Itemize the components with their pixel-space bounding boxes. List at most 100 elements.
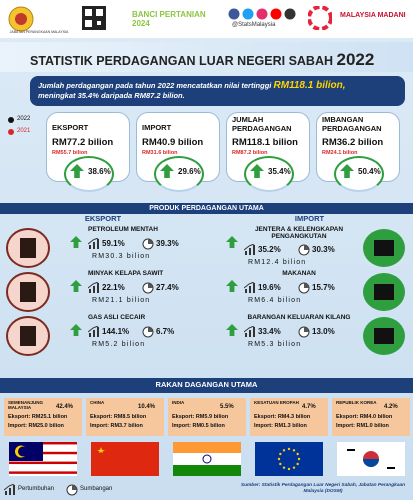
partner-import: Import: RM3.7 bilion: [90, 423, 143, 429]
growth-icon: [244, 326, 255, 337]
share-icon: [298, 244, 310, 256]
partner-name: REPUBLIK KOREA: [336, 400, 377, 405]
partner-card: [250, 398, 328, 436]
sub-export: EKSPORT: [84, 214, 122, 223]
up-arrow: [160, 164, 174, 178]
partner-share: 4.7%: [302, 404, 316, 410]
partner-card: [86, 398, 164, 436]
summary-label: IMBANGAN PERDAGANGAN: [322, 115, 382, 133]
summary-previous: RM24.1 bilion: [322, 150, 358, 156]
summary-growth: 50.4%: [358, 167, 381, 176]
product-name: MINYAK KELAPA SAWIT: [88, 270, 164, 277]
summary-label: EKSPORT: [52, 123, 89, 132]
flag: [91, 442, 159, 476]
product-value: RM30.3 bilion: [92, 253, 151, 260]
share-icon: [66, 484, 78, 496]
partner-share: 4.2%: [384, 404, 398, 410]
legend-label: 2022: [17, 116, 31, 122]
summary-label: IMPORT: [142, 123, 172, 132]
summary-growth: 29.6%: [178, 167, 201, 176]
partner-card: [4, 398, 82, 436]
product-growth: 33.4%: [258, 327, 281, 336]
growth-icon: [88, 326, 99, 337]
product-icon: [363, 229, 405, 267]
flag: [173, 442, 241, 476]
growth-icon: [244, 244, 255, 255]
partner-export: Eksport: RM4.3 bilion: [254, 414, 311, 420]
summary-previous: RM87.2 bilion: [232, 150, 268, 156]
growth-circle: [64, 156, 114, 192]
share-icon: [142, 238, 154, 250]
partner-export: Eksport: RM4.0 bilion: [336, 414, 393, 420]
up-arrow: [250, 164, 264, 178]
product-name: MAKANAN: [282, 270, 316, 277]
partner-share: 10.4%: [138, 404, 156, 410]
title-text: STATISTIK PERDAGANGAN LUAR NEGERI SABAH: [30, 54, 334, 68]
footer-source: Sumber: Statistik Perdagangan Luar Neger…: [240, 483, 406, 494]
legend-dot: [8, 129, 14, 135]
flag: [337, 442, 405, 476]
share-icon: [298, 326, 310, 338]
growth-circle: [334, 156, 384, 192]
partner-card: [168, 398, 246, 436]
product-value: RM5.3 bilion: [248, 341, 302, 348]
section-title: RAKAN DAGANGAN UTAMA: [155, 380, 258, 389]
up-arrow: [226, 280, 238, 292]
growth-icon: [88, 238, 99, 249]
footer-growth: Pertumbuhan: [18, 486, 55, 492]
summary-current: RM36.2 bilion: [322, 137, 384, 148]
partner-import: Import: RM1.0 bilion: [336, 423, 389, 429]
section-title: PRODUK PERDAGANGAN UTAMA: [149, 204, 264, 212]
summary-previous: RM31.6 bilion: [142, 150, 178, 156]
product-icon: [6, 316, 50, 356]
partner-name: INDIA: [172, 400, 185, 405]
legend-dot: [8, 117, 14, 123]
partner-card: [332, 398, 410, 436]
summary-label: JUMLAH PERDAGANGAN: [232, 115, 292, 133]
up-arrow: [226, 236, 238, 248]
share-icon: [142, 326, 154, 338]
summary-current: RM40.9 bilion: [142, 137, 204, 148]
logo: [8, 6, 34, 32]
partner-export: Eksport: RM25.1 bilion: [8, 414, 68, 420]
section-bar: [0, 378, 413, 393]
product-icon: [6, 272, 50, 312]
product-growth: 144.1%: [102, 327, 130, 336]
growth-circle: [244, 156, 294, 192]
partner-export: Eksport: RM5.9 bilion: [172, 414, 229, 420]
product-share: 13.0%: [312, 327, 335, 336]
partner-share: 5.5%: [220, 404, 234, 410]
social: [228, 8, 296, 20]
intro: Jumlah perdagangan pada tahun 2022 menca…: [30, 76, 405, 106]
up-arrow: [70, 164, 84, 178]
product-value: RM12.4 bilion: [248, 259, 307, 266]
growth-icon: [88, 282, 99, 293]
up-arrow: [226, 324, 238, 336]
growth-icon: [4, 484, 15, 495]
section-bar: [0, 203, 413, 214]
product-name: BARANGAN KELUARAN KILANG: [247, 314, 351, 321]
partner-export: Eksport: RM8.5 bilion: [90, 414, 147, 420]
legend-label: 2021: [17, 128, 31, 134]
footer-share: Sumbangan: [80, 486, 113, 492]
partner-import: Import: RM0.5 bilion: [172, 423, 225, 429]
product-value: RM6.4 bilion: [248, 297, 302, 304]
partner-name: SEMENANJUNG MALAYSIA: [8, 400, 44, 411]
summary-current: RM118.1 bilion: [232, 137, 298, 148]
intro-text1: Jumlah perdagangan pada tahun 2022 menca…: [38, 81, 272, 90]
growth-circle: [154, 156, 204, 192]
partner-name: KESATUAN EROPAH: [254, 400, 299, 405]
product-name: JENTERA & KELENGKAPAN PENGANGKUTAN: [254, 226, 344, 241]
product-icon: [363, 273, 405, 311]
sub-import: IMPORT: [294, 214, 325, 223]
up-arrow: [70, 236, 82, 248]
partner-share: 42.4%: [56, 404, 74, 410]
intro-highlight: RM118.1 bilion,: [273, 80, 346, 91]
product-growth: 59.1%: [102, 239, 125, 248]
summary-previous: RM55.7 bilion: [52, 150, 88, 156]
product-name: PETROLEUM MENTAH: [88, 226, 158, 233]
share-icon: [142, 282, 154, 294]
product-name: GAS ASLI CECAIR: [88, 314, 146, 321]
title: STATISTIK PERDAGANGAN LUAR NEGERI SABAH …: [30, 50, 374, 70]
